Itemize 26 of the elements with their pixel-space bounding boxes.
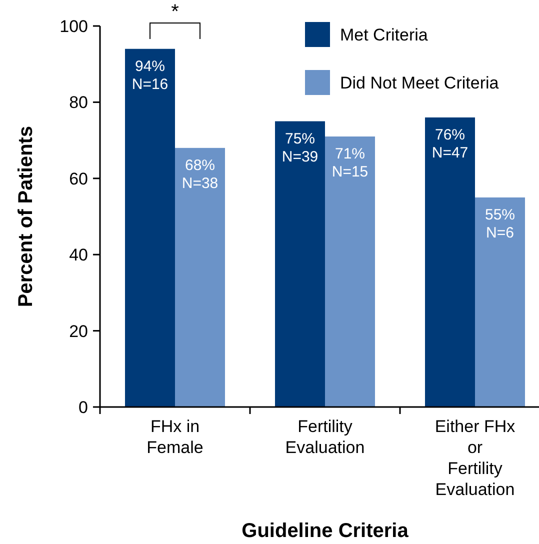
data-label: 71% N=15 — [332, 145, 368, 180]
legend-label: Did Not Meet Criteria — [340, 73, 500, 92]
bar — [275, 121, 325, 407]
y-tick-label: 40 — [69, 246, 88, 265]
bar — [475, 197, 525, 407]
y-tick-label: 20 — [69, 322, 88, 341]
data-label: 55% N=6 — [484, 206, 516, 242]
bar — [175, 148, 225, 407]
bar — [425, 117, 475, 407]
legend-label: Met Criteria — [340, 25, 428, 44]
data-label: 75% N=39 — [282, 130, 318, 166]
data-label: 94% N=16 — [132, 58, 168, 93]
y-tick-label: 80 — [69, 93, 88, 112]
text: * — [171, 1, 180, 23]
y-tick-label: 100 — [60, 16, 88, 36]
y-tick-label: 0 — [78, 398, 88, 417]
data-label: 68% N=38 — [182, 156, 218, 192]
x-tick-label: FHx in Female — [146, 417, 204, 457]
bar — [325, 136, 375, 407]
y-tick-label: 60 — [69, 169, 88, 188]
bar — [125, 48, 175, 407]
y-axis-title: Percent of Patients — [15, 126, 37, 308]
x-tick-label: Fertility Evaluation — [285, 417, 365, 457]
x-tick-label: Either FHx or Fertility Evaluation — [434, 417, 516, 499]
data-label: 76% N=47 — [432, 126, 468, 162]
x-axis-title: Guideline Criteria — [242, 520, 410, 542]
